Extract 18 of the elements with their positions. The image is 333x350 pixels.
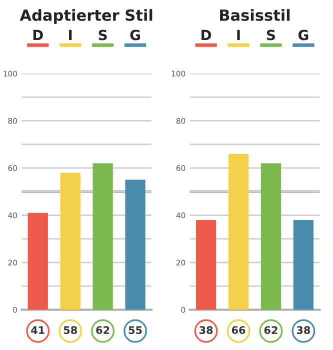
x-tick-label: I: [69, 30, 72, 40]
x-tick-label: D: [33, 30, 43, 40]
x-tick-label: S: [98, 30, 107, 40]
x-tick-label: I: [237, 30, 240, 40]
x-tick-label: G: [130, 30, 140, 40]
chart-title: Adaptierter Stil: [20, 9, 152, 24]
data-label: 62: [264, 326, 278, 334]
data-label: 41: [31, 326, 44, 334]
data-label: 66: [232, 326, 246, 334]
data-label: 38: [199, 326, 213, 334]
data-label: 62: [96, 326, 110, 334]
x-tick-label: G: [298, 30, 308, 40]
data-label: 58: [64, 326, 77, 334]
data-label: 55: [128, 326, 142, 334]
x-tick-label: D: [202, 30, 212, 40]
chart-title: Basisstil: [220, 9, 290, 21]
x-tick-label: S: [266, 30, 275, 40]
data-label: 38: [296, 326, 310, 334]
